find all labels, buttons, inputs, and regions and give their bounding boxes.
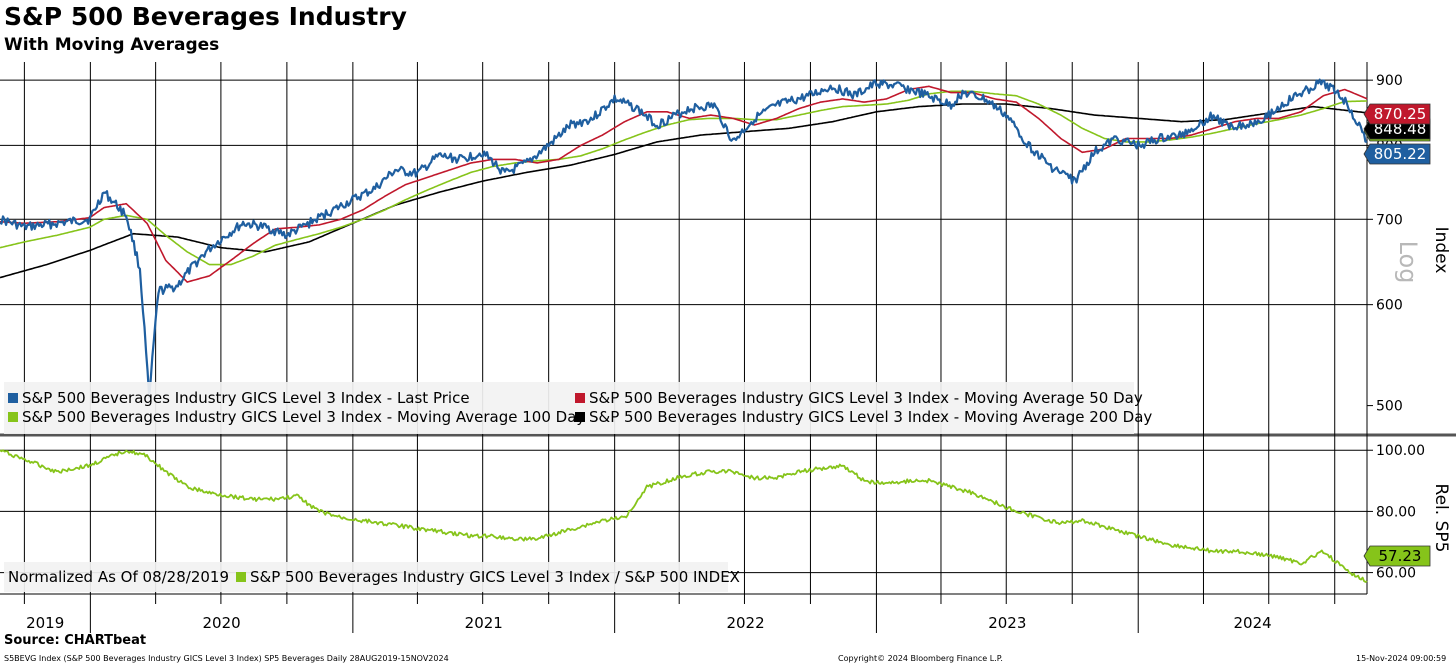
y-tick-label: 80.00 [1376,504,1416,520]
legend-swatch-last_price [8,393,18,403]
chart-subtitle: With Moving Averages [4,35,220,55]
x-tick-label: 2024 [1234,614,1272,632]
upper-panel-series [0,78,1368,399]
y-tick-label: 600 [1376,298,1403,314]
value-label-ma50: 870.25 [1374,105,1427,123]
y-tick-label: 60.00 [1376,566,1416,582]
chart-title: S&P 500 Beverages Industry [4,2,407,31]
value-label-last-box [1363,143,1431,165]
x-tick-label: 2021 [465,614,503,632]
legend-swatch-ma50 [575,393,585,403]
upper-legend-box [4,382,1134,434]
footer-center: Copyright© 2024 Bloomberg Finance L.P. [838,654,1003,663]
x-grid [23,62,1336,633]
upper-panel-grid [0,62,1456,595]
y-tick-label: 100.00 [1376,443,1425,459]
log-scale-label: Log [1394,241,1422,284]
legend-swatch-relative [236,572,246,582]
upper-legend: S&P 500 Beverages Industry GICS Level 3 … [4,382,1152,434]
legend-label-last_price: S&P 500 Beverages Industry GICS Level 3 … [22,389,470,407]
legend-label-ma50: S&P 500 Beverages Industry GICS Level 3 … [589,389,1143,407]
legend-label-ma200: S&P 500 Beverages Industry GICS Level 3 … [589,408,1152,426]
upper-ylabel: Index [1431,227,1451,274]
legend-label-ma100: S&P 500 Beverages Industry GICS Level 3 … [22,408,585,426]
lower-legend: Normalized As Of 08/28/2019 S&P 500 Bever… [4,562,740,592]
legend-note: Normalized As Of 08/28/2019 [8,568,229,586]
y-tick-label: 700 [1376,212,1403,228]
legend-label-relative: S&P 500 Beverages Industry GICS Level 3 … [250,568,740,586]
y-tick-label: 900 [1376,73,1403,89]
axis-labels: 2019202020212022202320245006007008009006… [26,73,1451,632]
value-label-relative-box [1363,545,1431,567]
lower-panel-series [0,449,1368,583]
series-ma200 [0,103,1368,279]
series-ma50 [0,85,1368,283]
x-tick-label: 2022 [726,614,764,632]
x-tick-label: 2020 [203,614,241,632]
source-label: Source: CHARTbeat [4,633,147,648]
legend-swatch-ma100 [8,412,18,422]
x-tick-label: 2019 [26,614,64,632]
legend-swatch-ma200 [575,412,585,422]
lower-ylabel: Rel. SP5 [1431,484,1451,553]
y-tick-label: 500 [1376,399,1403,415]
series-last_price [0,78,1368,399]
footer-left: S5BEVG Index (S&P 500 Beverages Industry… [4,654,449,663]
x-tick-label: 2023 [988,614,1026,632]
footer-right: 15-Nov-2024 09:00:59 [1356,654,1447,663]
value-label-last: 805.22 [1374,145,1427,163]
value-label-relative: 57.23 [1379,547,1422,565]
series-ma100 [0,90,1367,266]
lower-legend-box [4,562,728,592]
lower-panel-grid [0,449,1373,574]
value-label-ma50-box [1363,103,1431,125]
series-relative [0,449,1368,583]
value-label-ma200: 848.48 [1374,120,1427,138]
